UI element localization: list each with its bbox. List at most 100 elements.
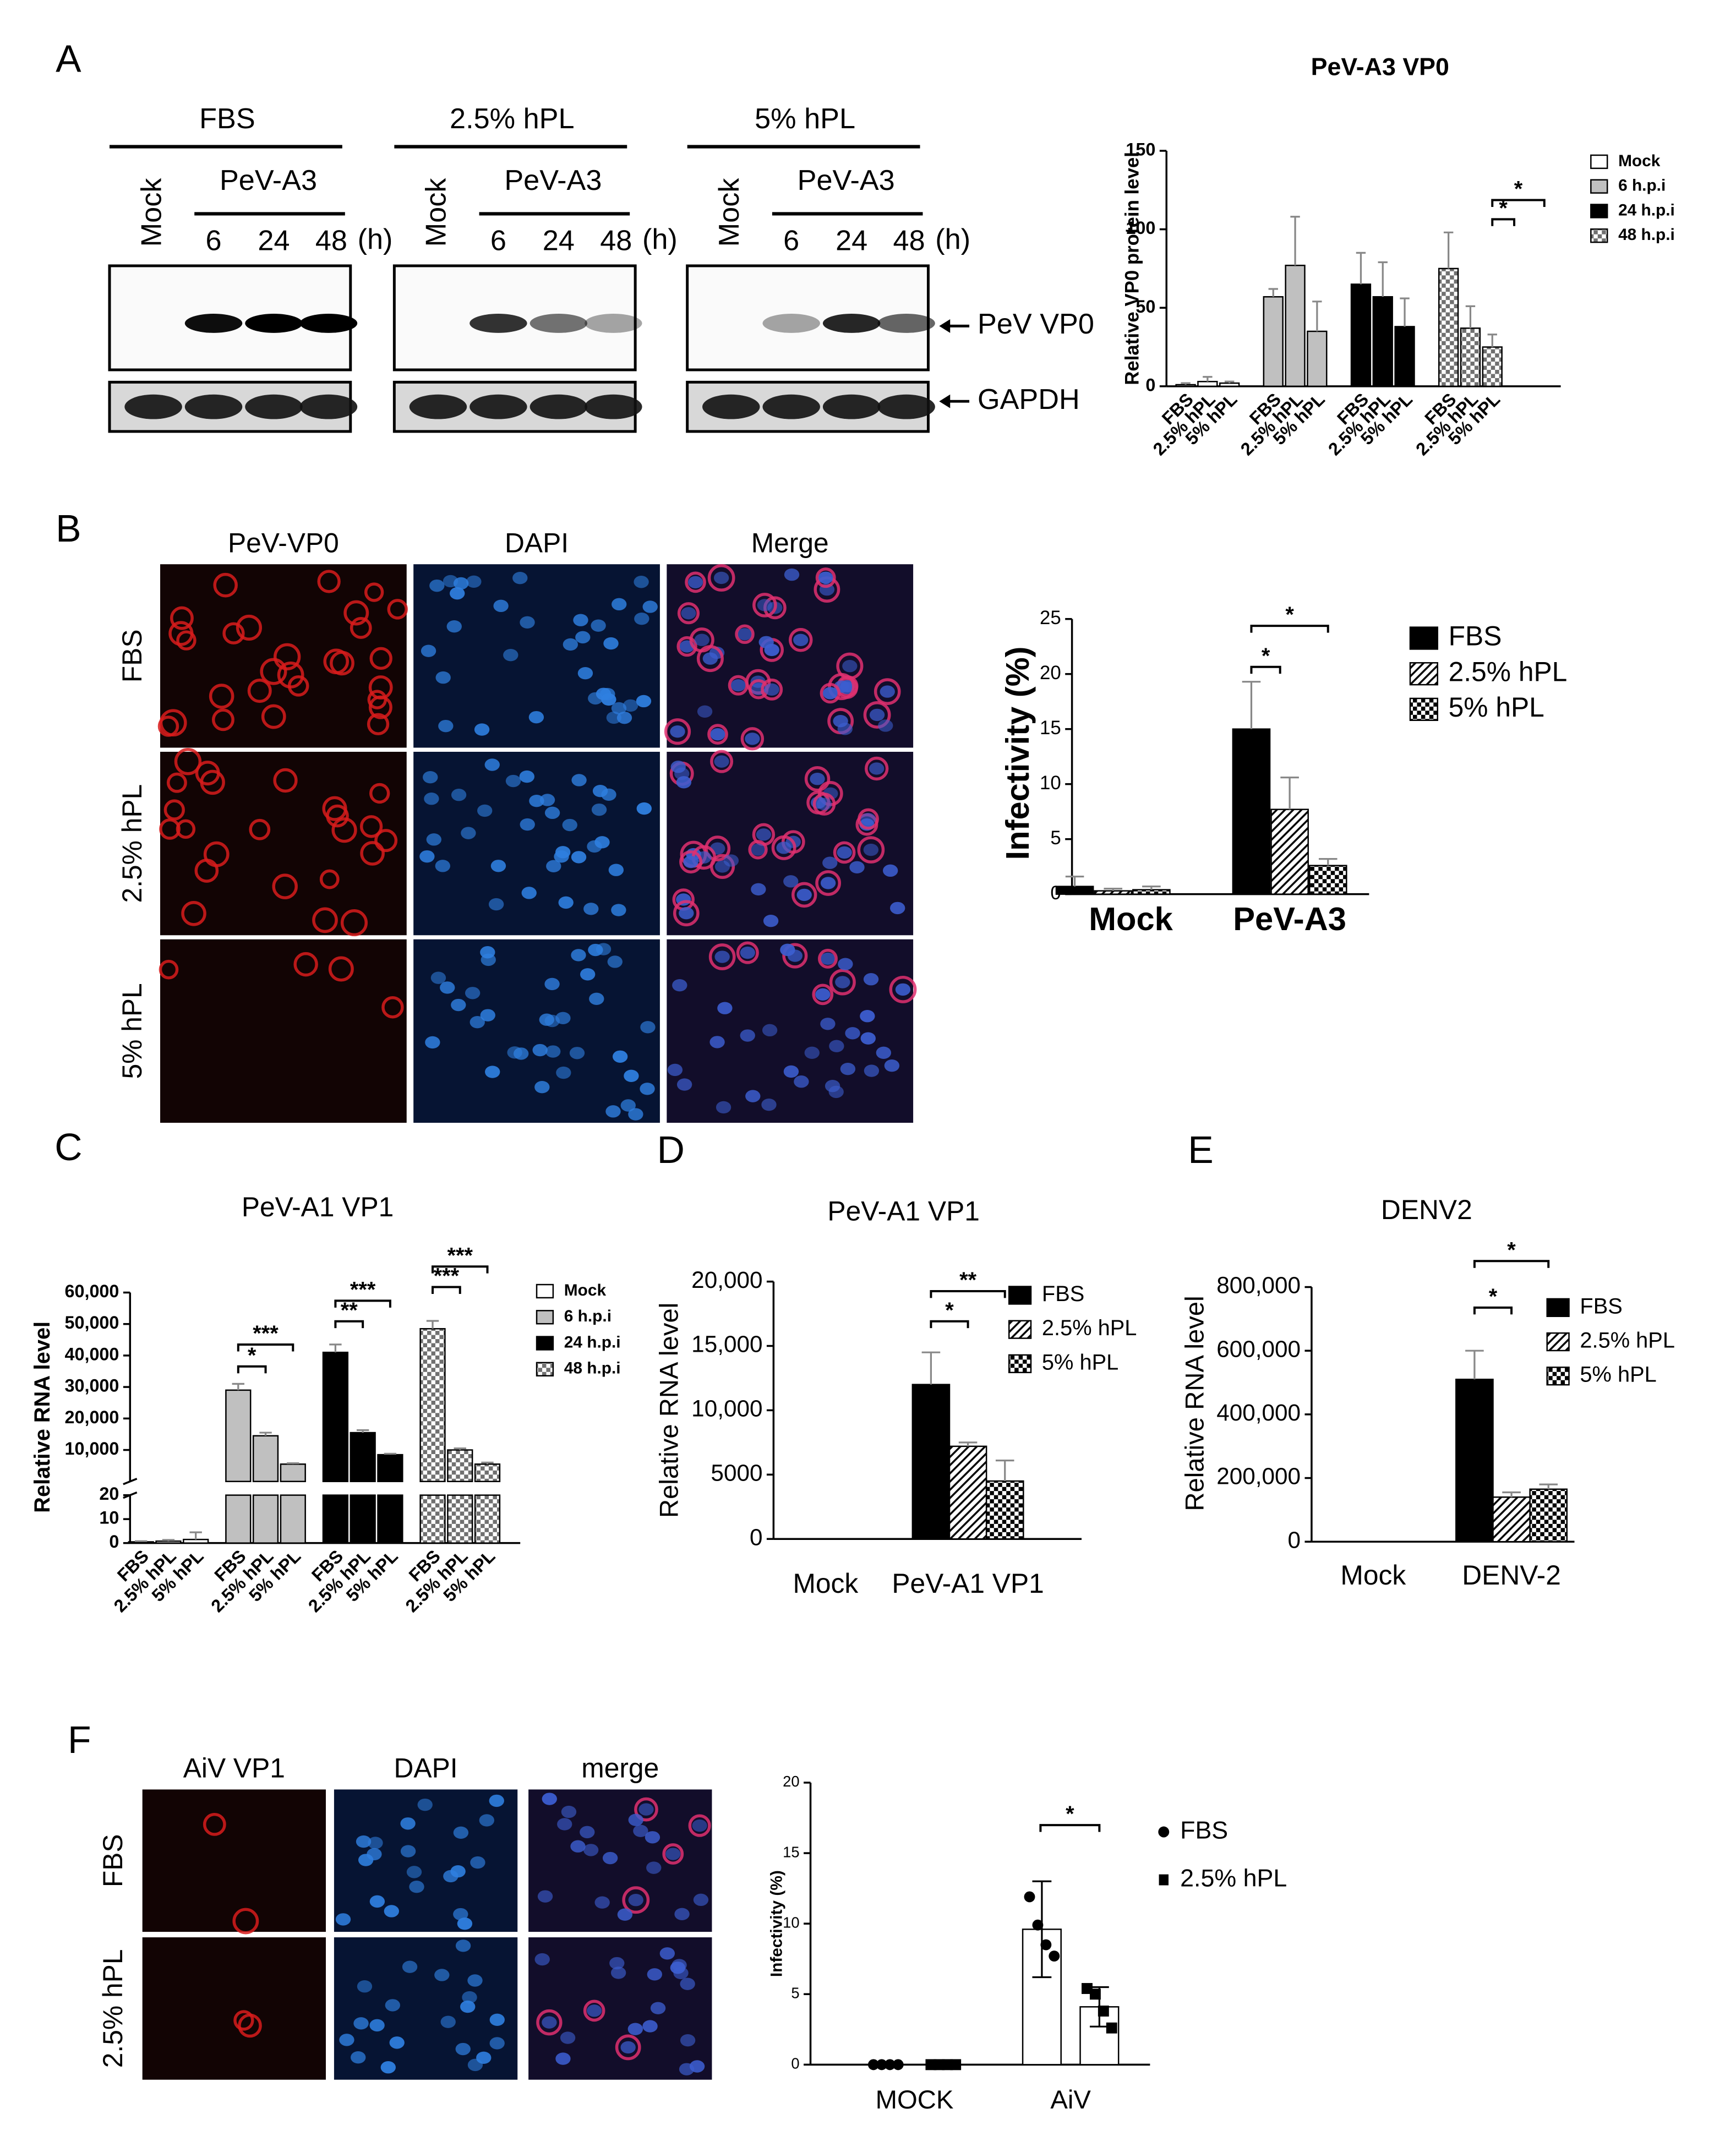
y-tick-label: 10 (99, 1508, 119, 1528)
legend-label: FBS (1180, 1816, 1228, 1844)
nucleus (479, 1814, 495, 1827)
nucleus (583, 1844, 599, 1856)
error-bar (1312, 301, 1322, 332)
panel-label: B (56, 507, 81, 550)
nucleus (505, 774, 521, 788)
bar (1455, 1378, 1494, 1543)
panel-label: C (54, 1126, 82, 1168)
nucleus (672, 979, 687, 992)
stained-cell (705, 835, 731, 862)
nucleus (796, 888, 812, 902)
nucleus (488, 898, 504, 911)
blot-band (822, 394, 881, 419)
nucleus (512, 572, 528, 584)
nucleus (880, 685, 895, 698)
nucleus (607, 955, 623, 968)
y-tick-label: 20,000 (65, 1407, 119, 1427)
nucleus (351, 2051, 366, 2064)
error-bar (384, 1452, 397, 1455)
stained-cell (159, 818, 181, 840)
stained-cell (664, 718, 691, 745)
nucleus (594, 1896, 610, 1909)
y-tick-label: 10 (1040, 772, 1061, 794)
nucleus (636, 802, 652, 815)
y-tick-label: 400,000 (1216, 1400, 1301, 1425)
bar (1492, 1496, 1531, 1543)
nucleus (425, 1036, 440, 1049)
x-tick-label: PeV-A3 (1233, 900, 1346, 937)
blot-band (184, 394, 243, 419)
nucleus (670, 1962, 686, 1974)
micrograph (142, 1789, 326, 1932)
stained-cell (815, 870, 842, 896)
nucleus (601, 693, 616, 706)
nucleus (837, 723, 853, 735)
stained-cell (236, 614, 263, 641)
nucleus (610, 1966, 626, 1979)
error-bar (189, 1531, 202, 1540)
x-tick-label: Mock (1340, 1560, 1406, 1591)
nucleus (457, 1917, 473, 1930)
legend-label: 2.5% hPL (1449, 656, 1568, 687)
y-tick-label: 150 (1126, 140, 1155, 160)
error-bar (1142, 886, 1161, 890)
significance-label: *** (350, 1278, 376, 1302)
nucleus (435, 860, 451, 872)
nucleus (555, 1012, 571, 1025)
blot-time-label: 48 (893, 225, 925, 256)
blot-group-title: FBS (199, 103, 255, 135)
stained-cell (328, 956, 354, 982)
nucleus (740, 946, 755, 959)
nucleus (430, 971, 446, 984)
stained-cell (247, 678, 272, 703)
data-point (1106, 2022, 1117, 2034)
blot-band (529, 314, 588, 333)
nucleus (710, 728, 725, 741)
blot-band (470, 314, 527, 333)
significance-bracket (930, 1320, 969, 1329)
nucleus (369, 1895, 385, 1908)
nucleus (503, 648, 518, 662)
nucleus (709, 1036, 725, 1048)
bar (419, 1494, 446, 1544)
nucleus (367, 1848, 382, 1861)
blot-time-label: 48 (600, 225, 632, 256)
nucleus (561, 1805, 577, 1818)
stained-cell (791, 882, 817, 908)
error-bar (329, 1343, 342, 1353)
blot-time-label: 6 (490, 225, 506, 256)
stained-cell (195, 761, 220, 786)
nucleus (822, 687, 838, 700)
bar (1094, 890, 1133, 895)
bar (1394, 326, 1415, 387)
stained-cell (350, 617, 372, 639)
data-point (1049, 1951, 1060, 1962)
bar (1460, 327, 1481, 387)
nucleus (647, 1968, 663, 1981)
stained-cell (815, 567, 836, 588)
nucleus (521, 887, 537, 899)
bar (1307, 330, 1328, 387)
blot-group-title: 2.5% hPL (450, 103, 574, 135)
stained-cell (213, 572, 238, 598)
error-bar (1203, 376, 1213, 382)
stained-cell (369, 647, 392, 670)
nucleus (784, 568, 800, 581)
nucleus (665, 1848, 681, 1860)
stained-cell (817, 948, 838, 969)
stained-cell (287, 675, 309, 697)
nucleus (623, 699, 638, 712)
significance-bracket (1250, 665, 1281, 674)
y-tick-label: 5 (791, 1984, 799, 2001)
y-axis-label: Relative RNA level (1180, 1296, 1209, 1511)
stained-cell (708, 943, 736, 970)
nucleus (555, 2052, 571, 2065)
blot-band (299, 314, 358, 333)
stained-cell (583, 2000, 605, 2022)
y-axis-label: Infectivity (%) (768, 1870, 786, 1977)
nucleus (869, 708, 885, 722)
stained-cell (272, 873, 298, 899)
nucleus (480, 946, 495, 959)
nucleus (822, 856, 838, 869)
